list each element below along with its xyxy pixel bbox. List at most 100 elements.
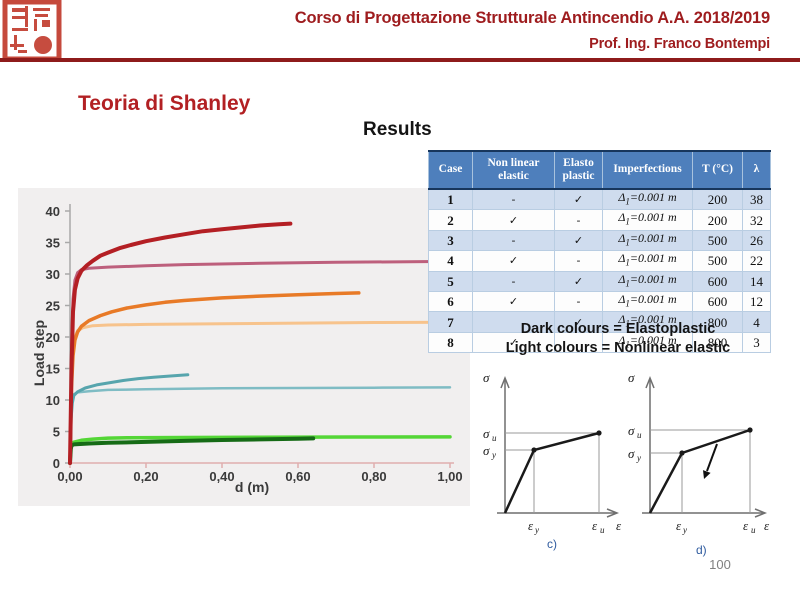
chart-series-case-1: [68, 221, 293, 465]
table-row: 3- ✓ Δ1=0.001 m 500 26: [428, 229, 771, 252]
ultimate-point: [596, 430, 602, 436]
cases-table-header: Case Non linear elastic Elasto plastic I…: [428, 150, 771, 190]
imperfections-cell: Δ1=0.001 m: [602, 250, 693, 272]
y-tick-label: 10: [46, 393, 60, 408]
elasto-plastic-cell: [554, 331, 603, 354]
lambda-cell: 26: [742, 229, 771, 252]
x-tick-label: 0,00: [57, 469, 82, 484]
table-row: 1- ✓ Δ1=0.001 m 200 38: [428, 188, 771, 211]
temperature-cell: 200: [692, 188, 743, 211]
epsilon-u-sub: u: [600, 525, 605, 535]
colour-legend-note: Dark colours = Elastoplastic Light colou…: [462, 320, 774, 358]
epsilon-y-label: ε: [528, 518, 534, 533]
unloading-arrow: [703, 443, 718, 479]
epsilon-y-sub: y: [682, 525, 687, 535]
sigma-u-label: σ: [628, 423, 635, 438]
sigma-axis-label: σ: [628, 370, 635, 385]
epsilon-y-label: ε: [676, 518, 682, 533]
imperfections-cell: Δ1=0.001 m: [602, 270, 693, 292]
nonlinear-elastic-cell: [472, 311, 555, 333]
lambda-cell: 12: [742, 290, 771, 313]
table-row: 6 ✓ - Δ1=0.001 m 600 12: [428, 290, 771, 313]
chart-series-case-2: [68, 259, 452, 465]
lambda-cell: 22: [742, 250, 771, 272]
nonlinear-elastic-cell: ✓: [472, 250, 555, 272]
course-title: Corso di Progettazione Strutturale Antin…: [294, 9, 770, 27]
results-heading: Results: [363, 119, 432, 140]
elasto-plastic-cell: -: [554, 250, 603, 272]
nonlinear-elastic-cell: ✓: [472, 290, 555, 313]
sigma-u-sub: u: [637, 430, 642, 440]
y-tick-label: 25: [46, 299, 60, 314]
case-cell: 3: [428, 229, 473, 252]
y-tick-label: 0: [53, 456, 60, 471]
cases-table: Case Non linear elastic Elasto plastic I…: [428, 150, 771, 354]
y-tick-label: 40: [46, 204, 60, 219]
lambda-cell: 14: [742, 270, 771, 292]
cases-table-body: 1- ✓ Δ1=0.001 m 200 38 2 ✓ - Δ1=0.001 m 200 32 3- ✓ Δ…: [428, 188, 771, 354]
imperfections-cell: Δ1=0.001 m: [602, 229, 693, 252]
page-number: 100: [709, 557, 731, 572]
sigma-u-sub: u: [492, 433, 497, 443]
sigma-y-sub: y: [636, 453, 641, 463]
table-row: 4 ✓ - Δ1=0.001 m 500 22: [428, 250, 771, 272]
lambda-cell: 4: [742, 311, 771, 333]
x-tick-label: 0,20: [133, 469, 158, 484]
x-tick-label: 0,80: [361, 469, 386, 484]
elasto-plastic-cell: ✓: [554, 188, 603, 211]
x-tick-label: 1,00: [437, 469, 462, 484]
chart-series-case-6: [68, 386, 452, 465]
elasto-plastic-cell: ✓: [554, 229, 603, 252]
epsilon-u-sub: u: [751, 525, 756, 535]
nonlinear-elastic-cell: ✓: [472, 331, 555, 354]
elasto-plastic-cell: -: [554, 209, 603, 231]
col-header-elasto-plastic: Elasto plastic: [554, 150, 603, 190]
nonlinear-elastic-cell: -: [472, 229, 555, 252]
epsilon-axis-label: ε: [764, 518, 770, 533]
colour-note-line-2: Light colours = Nonlinear elastic: [505, 340, 731, 356]
col-header-temperature: T (°C): [692, 150, 743, 190]
diagram-d-caption: d): [696, 543, 707, 557]
case-cell: 4: [428, 250, 473, 272]
case-cell: 5: [428, 270, 473, 292]
case-cell: 1: [428, 188, 473, 211]
professor-name: Prof. Ing. Franco Bontempi: [589, 36, 770, 52]
header-divider: [0, 58, 800, 62]
nonlinear-elastic-cell: -: [472, 270, 555, 292]
temperature-cell: 500: [692, 250, 743, 272]
lambda-cell: 32: [742, 209, 771, 231]
imperfections-cell: Δ1=0.001 m: [602, 188, 693, 211]
y-tick-label: 20: [46, 330, 60, 345]
temperature-cell: 600: [692, 270, 743, 292]
imperfections-cell: Δ1=0.001 m: [602, 290, 693, 313]
y-tick-label: 5: [53, 425, 60, 440]
sigma-y-label: σ: [628, 446, 635, 461]
stress-strain-diagram-c: σ σ u σ y ε y ε u ε c): [483, 370, 622, 551]
chart-x-axis-label: d (m): [234, 479, 270, 495]
epsilon-u-label: ε: [592, 518, 598, 533]
case-cell: 8: [428, 331, 473, 354]
table-row: 8 ✓ Δ1=0.001 m 800 3: [428, 331, 771, 354]
sigma-axis-label: σ: [483, 370, 490, 385]
chart-series-case-7: [68, 436, 316, 465]
case-cell: 7: [428, 311, 473, 333]
load-displacement-chart-svg: 0 5 10 15 20 25 30 35 40 0,00 0,20 0,40 0,60 0,80 1,00: [46, 204, 463, 484]
col-header-nonlinear-elastic: Non linear elastic: [472, 150, 555, 190]
load-displacement-chart: 0 5 10 15 20 25 30 35 40 0,00 0,20 0,40 0,60 0,80 1,00…: [18, 188, 470, 506]
bilinear-stress-strain-curve: [503, 431, 600, 514]
slide-title: Teoria di Shanley: [78, 92, 251, 115]
yield-point: [531, 447, 537, 453]
elasto-plastic-cell: ✓: [554, 270, 603, 292]
x-tick-label: 0,60: [285, 469, 310, 484]
elasto-plastic-cell: -: [554, 290, 603, 313]
chart-y-axis-label: Load step: [31, 319, 47, 387]
nonlinear-elastic-cell: ✓: [472, 209, 555, 231]
lambda-cell: 38: [742, 188, 771, 211]
imperfections-cell: Δ1=0.001 m: [602, 331, 693, 354]
epsilon-y-sub: y: [534, 525, 539, 535]
nonlinear-elastic-cell: -: [472, 188, 555, 211]
y-tick-label: 35: [46, 236, 60, 251]
table-row: 2 ✓ - Δ1=0.001 m 200 32: [428, 209, 771, 231]
sigma-y-sub: y: [491, 450, 496, 460]
imperfections-cell: Δ1=0.001 m: [602, 209, 693, 231]
